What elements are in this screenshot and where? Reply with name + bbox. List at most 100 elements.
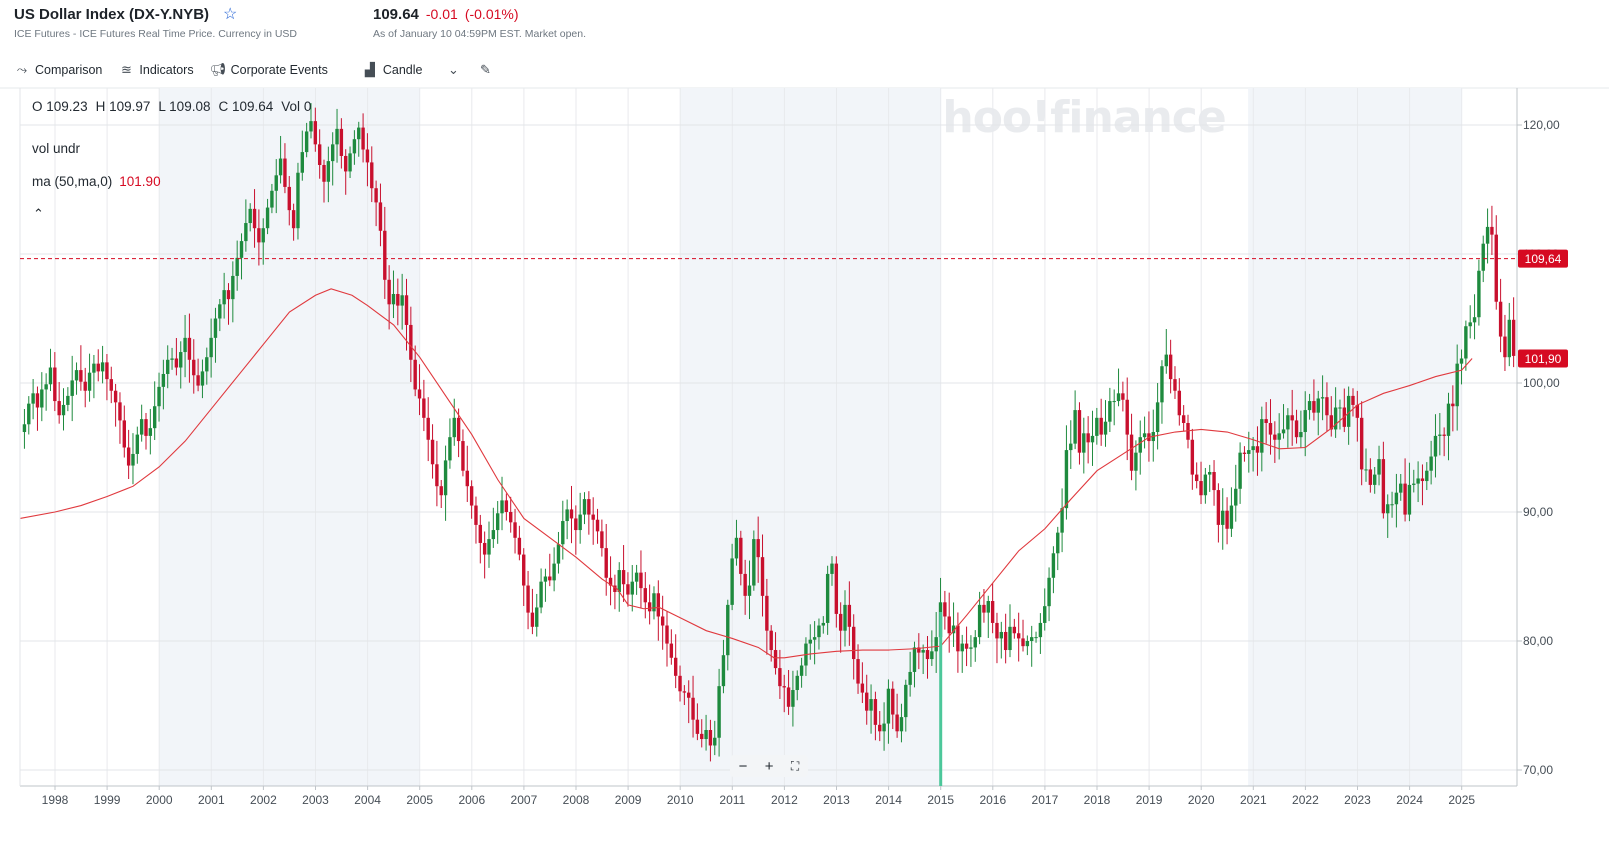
candle[interactable] (1277, 413, 1281, 460)
candle[interactable] (1099, 398, 1103, 446)
candle-body[interactable] (995, 622, 999, 639)
candle[interactable] (669, 629, 674, 665)
candle-body[interactable] (335, 128, 339, 145)
candle-body[interactable] (821, 622, 826, 626)
candle-body[interactable] (1099, 417, 1103, 435)
candle-body[interactable] (1355, 404, 1360, 418)
candle-body[interactable] (786, 687, 791, 707)
candle-body[interactable] (830, 563, 834, 574)
candle[interactable] (791, 670, 795, 727)
candle-body[interactable] (40, 389, 44, 408)
candle[interactable] (960, 634, 964, 673)
candle-body[interactable] (504, 500, 509, 512)
candle[interactable] (773, 632, 778, 675)
candle[interactable] (1420, 464, 1425, 506)
candle[interactable] (1425, 462, 1429, 491)
candle[interactable] (530, 588, 535, 635)
candle[interactable] (995, 612, 999, 664)
candle-body[interactable] (795, 675, 799, 691)
candle-body[interactable] (825, 573, 830, 623)
candle[interactable] (556, 531, 561, 574)
candle[interactable] (222, 272, 226, 319)
candle[interactable] (66, 387, 70, 412)
candle[interactable] (35, 386, 40, 431)
candle[interactable] (617, 562, 621, 612)
candle-body[interactable] (452, 417, 456, 438)
candle-body[interactable] (1386, 504, 1390, 514)
candle[interactable] (1082, 417, 1086, 474)
candle-body[interactable] (1047, 577, 1051, 607)
candle-body[interactable] (1229, 505, 1234, 529)
candle-body[interactable] (1255, 446, 1260, 453)
candle-body[interactable] (92, 363, 96, 373)
candle-body[interactable] (170, 358, 174, 360)
candle[interactable] (31, 379, 35, 420)
candle-body[interactable] (1498, 301, 1503, 337)
candle[interactable] (270, 183, 274, 214)
candle[interactable] (1507, 302, 1511, 367)
candle[interactable] (630, 565, 634, 612)
candle-body[interactable] (1416, 478, 1420, 484)
candle-body[interactable] (739, 537, 743, 574)
candle-body[interactable] (1203, 474, 1208, 496)
candle[interactable] (1221, 488, 1225, 550)
candle-body[interactable] (300, 152, 305, 173)
candle[interactable] (1190, 428, 1195, 490)
candle[interactable] (1090, 410, 1095, 466)
candle-body[interactable] (565, 509, 569, 522)
candle-body[interactable] (1325, 397, 1329, 416)
candle[interactable] (1286, 408, 1290, 448)
candle-body[interactable] (1077, 410, 1082, 453)
candle-body[interactable] (882, 723, 886, 732)
candle-body[interactable] (1442, 434, 1446, 436)
candle[interactable] (413, 345, 417, 397)
candle-body[interactable] (873, 699, 878, 725)
candle[interactable] (812, 621, 817, 665)
candle-body[interactable] (70, 380, 74, 396)
candle[interactable] (370, 146, 374, 203)
candle-body[interactable] (218, 304, 222, 319)
candle[interactable] (1073, 390, 1077, 450)
candle-body[interactable] (630, 581, 634, 595)
candle-body[interactable] (144, 419, 148, 436)
candle-body[interactable] (61, 404, 66, 416)
candle[interactable] (1381, 441, 1386, 519)
candle-body[interactable] (482, 542, 487, 555)
candle[interactable] (278, 135, 283, 184)
candle-body[interactable] (1212, 472, 1216, 491)
candle-body[interactable] (430, 439, 435, 465)
candle-body[interactable] (691, 697, 695, 720)
candle-body[interactable] (743, 573, 747, 596)
candle-body[interactable] (344, 155, 348, 172)
candle[interactable] (1399, 473, 1403, 501)
candle[interactable] (166, 345, 170, 389)
zoom-out-icon[interactable]: − (738, 757, 748, 775)
candle[interactable] (383, 206, 387, 299)
candle[interactable] (943, 590, 947, 630)
candle-body[interactable] (252, 208, 257, 229)
candle-body[interactable] (1407, 484, 1412, 515)
candle[interactable] (1121, 381, 1125, 412)
candle[interactable] (873, 691, 878, 741)
candle[interactable] (856, 644, 860, 694)
candle-body[interactable] (1464, 326, 1468, 359)
candle[interactable] (1160, 360, 1164, 424)
candle-body[interactable] (865, 692, 869, 711)
candle[interactable] (951, 602, 956, 647)
candle-body[interactable] (27, 403, 31, 425)
candle-body[interactable] (817, 625, 821, 638)
candle-body[interactable] (1438, 434, 1442, 436)
candle[interactable] (1407, 462, 1412, 522)
candle-body[interactable] (899, 717, 904, 732)
candle-body[interactable] (135, 434, 140, 454)
candle[interactable] (673, 634, 678, 689)
candle[interactable] (404, 278, 409, 351)
candle-body[interactable] (1112, 401, 1116, 403)
candle-body[interactable] (669, 643, 674, 658)
candle[interactable] (1116, 368, 1121, 407)
candle-body[interactable] (1399, 483, 1403, 493)
candle-body[interactable] (1012, 626, 1017, 634)
candle-body[interactable] (634, 572, 639, 582)
candle[interactable] (882, 702, 886, 751)
candle-body[interactable] (595, 519, 600, 532)
